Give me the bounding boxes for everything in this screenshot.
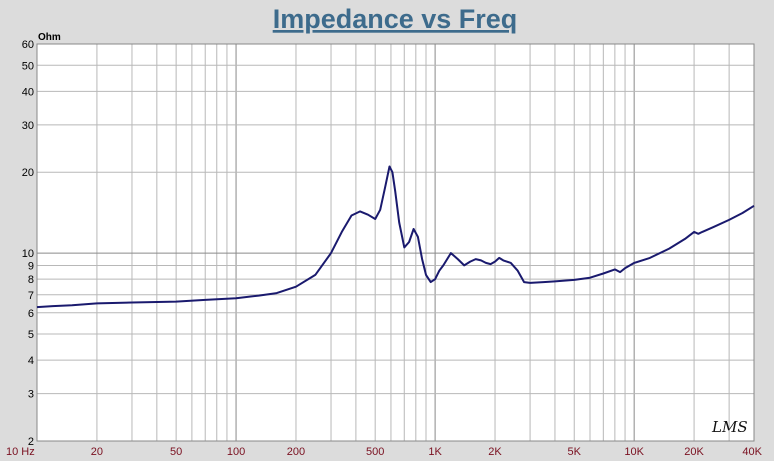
y-tick-label: 3 <box>28 389 34 401</box>
lms-brand-mark: LMS <box>711 418 748 436</box>
x-tick-label: 40K <box>742 446 762 458</box>
x-tick-label: 20 <box>91 446 103 458</box>
y-axis-unit: Ohm <box>38 32 61 43</box>
y-tick-labels: 2 3 4 5 6 7 8 910 20 30 40 50 60 <box>22 39 34 448</box>
y-tick-label: 10 <box>22 248 34 260</box>
x-tick-label: 20K <box>684 446 704 458</box>
impedance-curve <box>36 165 755 309</box>
x-tick-labels: 10 Hz 20 50 100 200 500 1K 2K 5K 10K 20K 40K <box>6 446 763 458</box>
x-tick-label: 10 Hz <box>6 446 35 458</box>
x-tick-label: 200 <box>287 446 305 458</box>
grid-lines <box>37 44 754 441</box>
plot-border <box>36 43 755 442</box>
y-tick-label: 7 <box>28 290 34 302</box>
y-tick-label: 30 <box>22 120 34 132</box>
y-tick-label: 9 <box>28 260 34 272</box>
y-tick-label: 20 <box>22 167 34 179</box>
x-tick-label: 50 <box>170 446 182 458</box>
y-tick-label: 4 <box>28 355 34 367</box>
y-tick-label: 6 <box>28 308 34 320</box>
chart-title: Impedance vs Freq <box>273 4 518 34</box>
y-tick-label: 5 <box>28 329 34 341</box>
x-tick-label: 100 <box>227 446 245 458</box>
x-tick-label: 5K <box>568 446 582 458</box>
x-tick-label: 10K <box>624 446 644 458</box>
y-tick-label: 60 <box>22 39 34 51</box>
plot-area <box>37 44 754 441</box>
x-tick-label: 1K <box>428 446 442 458</box>
y-tick-label: 8 <box>28 274 34 286</box>
y-tick-label: 40 <box>22 86 34 98</box>
y-tick-label: 2 <box>28 436 34 448</box>
x-tick-label: 2K <box>488 446 502 458</box>
y-tick-label: 50 <box>22 60 34 72</box>
x-tick-label: 500 <box>366 446 384 458</box>
